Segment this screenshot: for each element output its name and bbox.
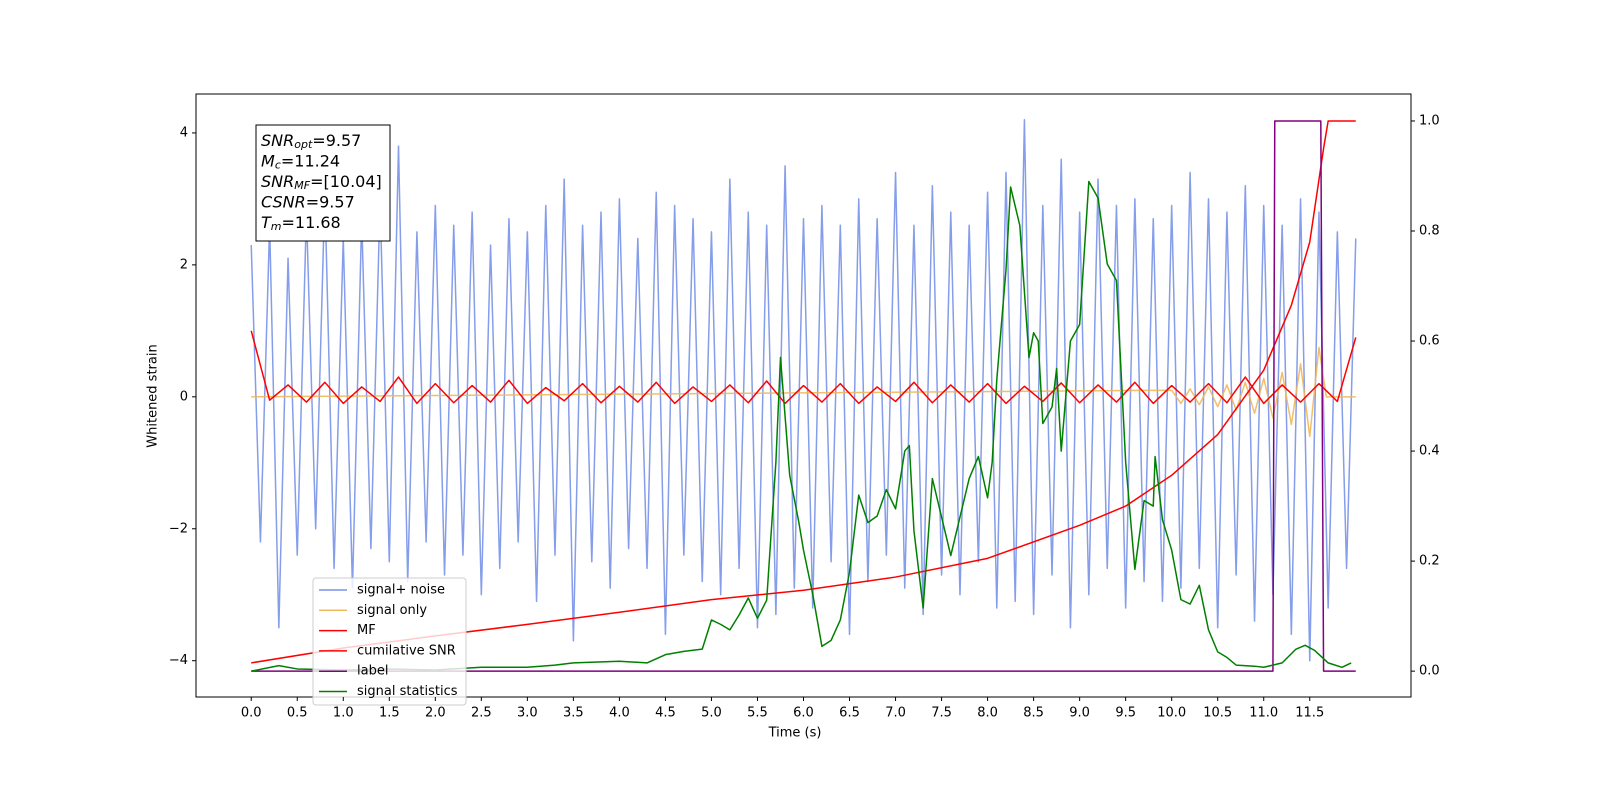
x-tick-label: 10.0 — [1157, 706, 1186, 721]
x-tick-label: 0.0 — [241, 706, 262, 721]
y-tick-label: 2 — [180, 257, 188, 272]
x-tick-label: 2.0 — [425, 706, 446, 721]
x-tick-label: 7.0 — [885, 706, 906, 721]
annotation-frame — [255, 124, 391, 242]
y2-tick-label: 0.2 — [1419, 554, 1440, 569]
annotation-subscript: m — [271, 220, 282, 233]
x-tick-label: 4.5 — [655, 706, 676, 721]
y-tick-label: 0 — [180, 389, 188, 404]
series-line — [250, 330, 1357, 405]
annotation: Mc=11.24 — [261, 151, 340, 172]
x-tick-label: 8.5 — [1023, 706, 1044, 721]
annotation-symbol: SNR — [261, 131, 294, 150]
annotation-value: =11.68 — [282, 213, 341, 232]
x-tick-label: 8.0 — [977, 706, 998, 721]
annotation-value: =11.24 — [281, 151, 340, 170]
x-tick-label: 3.0 — [517, 706, 538, 721]
x-tick-label: 9.5 — [1115, 706, 1136, 721]
legend-label: label — [357, 664, 388, 679]
legend-label: signal+ noise — [357, 583, 445, 598]
x-tick-label: 4.0 — [609, 706, 630, 721]
annotation-box: SNRopt=9.57Mc=11.24SNRMF=[10.04]CSNR=9.5… — [255, 124, 391, 242]
legend: signal+ noise signal only MF cumilative SNR… — [312, 577, 467, 706]
x-tick-label: 1.5 — [379, 706, 400, 721]
legend-frame — [312, 577, 467, 706]
y2-tick-label: 0.0 — [1419, 664, 1440, 679]
y2-tick-label: 0.4 — [1419, 444, 1440, 459]
annotation: SNRopt=9.57 — [261, 131, 361, 152]
legend-label: signal only — [357, 603, 427, 618]
annotation-value: =9.57 — [306, 192, 355, 211]
x-tick-label: 11.5 — [1295, 706, 1324, 721]
x-tick-label: 0.5 — [287, 706, 308, 721]
y-tick-label: −2 — [169, 521, 188, 536]
legend-label: cumilative SNR — [357, 643, 456, 658]
series-line — [250, 118, 1357, 662]
y2-tick-label: 1.0 — [1419, 113, 1440, 128]
x-tick-label: 3.5 — [563, 706, 584, 721]
x-tick-label: 5.5 — [747, 706, 768, 721]
annotation-subscript: MF — [294, 179, 310, 192]
annotation-value: =9.57 — [312, 131, 361, 150]
y2-tick-label: 0.6 — [1419, 334, 1440, 349]
legend-label: MF — [357, 623, 376, 638]
series-line — [251, 120, 1356, 672]
y-axis-label: Whitened strain — [146, 344, 161, 447]
series-line — [251, 346, 1356, 438]
x-tick-label: 6.5 — [839, 706, 860, 721]
legend-label: signal statistics — [357, 684, 458, 699]
plot-area — [250, 118, 1357, 672]
series-line — [251, 180, 1352, 672]
y-tick-label: −4 — [169, 653, 188, 668]
annotation-subscript: opt — [294, 138, 313, 151]
x-axis-label: Time (s) — [768, 726, 822, 741]
x-tick-label: 9.0 — [1069, 706, 1090, 721]
annotation: CSNR=9.57 — [261, 192, 355, 211]
x-tick-label: 5.0 — [701, 706, 722, 721]
x-tick-label: 10.5 — [1203, 706, 1232, 721]
x-tick-label: 7.5 — [931, 706, 952, 721]
annotation-symbol: M — [261, 151, 275, 170]
annotation: Tm=11.68 — [261, 213, 341, 234]
y2-tick-label: 0.8 — [1419, 223, 1440, 238]
series-line — [251, 120, 1356, 664]
annotation: SNRMF=[10.04] — [261, 172, 382, 193]
annotation-subscript: c — [275, 159, 281, 172]
annotation-symbol: T — [261, 213, 272, 232]
annotation-value: =[10.04] — [310, 172, 382, 191]
x-tick-label: 2.5 — [471, 706, 492, 721]
x-tick-label: 1.0 — [333, 706, 354, 721]
x-tick-label: 6.0 — [793, 706, 814, 721]
annotation-symbol: SNR — [261, 172, 294, 191]
x-tick-label: 11.0 — [1249, 706, 1278, 721]
y-tick-label: 4 — [180, 125, 188, 140]
annotation-symbol: CSNR — [261, 192, 306, 211]
